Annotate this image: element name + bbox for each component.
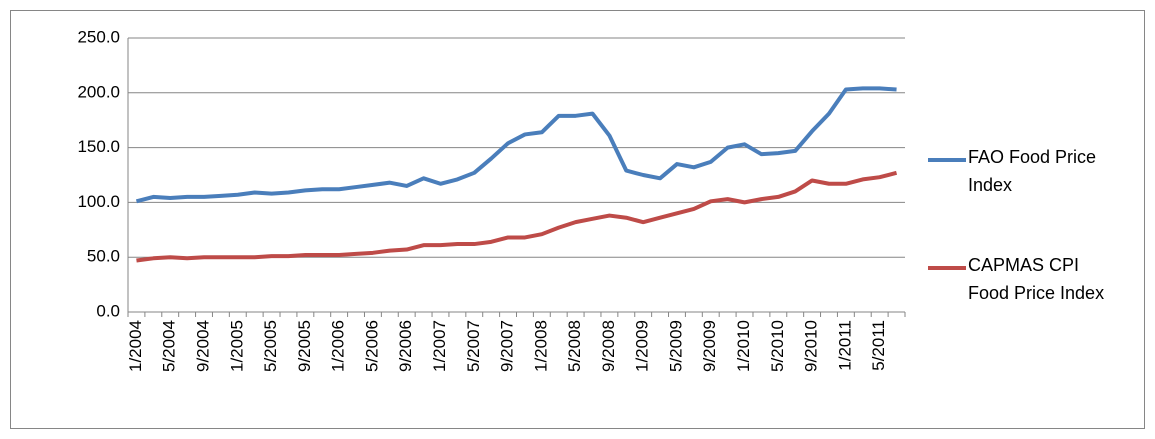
- x-tick-label: 9/2004: [193, 320, 212, 372]
- x-tick-label: 5/2009: [666, 320, 685, 372]
- x-tick-label: 1/2008: [531, 320, 550, 372]
- y-tick-label: 0.0: [96, 301, 120, 320]
- x-tick-label: 5/2004: [160, 320, 179, 372]
- x-tick-label: 9/2006: [396, 320, 415, 372]
- x-tick-label: 9/2007: [498, 320, 517, 372]
- y-tick-label: 150.0: [77, 137, 120, 156]
- chart-border: [10, 10, 1145, 429]
- x-tick-label: 9/2008: [599, 320, 618, 372]
- y-tick-label: 50.0: [87, 247, 120, 266]
- x-tick-label: 1/2006: [329, 320, 348, 372]
- x-tick-label: 9/2010: [802, 320, 821, 372]
- series-line: [135, 86, 897, 204]
- y-tick-label: 200.0: [77, 82, 120, 101]
- x-tick-label: 1/2004: [126, 320, 145, 372]
- legend-label: FAO Food Price Index: [968, 147, 1097, 195]
- x-tick-label: 1/2011: [835, 320, 854, 371]
- x-tick-label: 9/2009: [700, 320, 719, 372]
- x-tick-label: 1/2010: [734, 320, 753, 372]
- x-tick-label: 5/2005: [261, 320, 280, 372]
- series-line: [136, 170, 898, 263]
- legend-item: FAO Food Price Index: [968, 147, 1097, 195]
- x-tick-label: 1/2009: [633, 320, 652, 372]
- legend-label: CAPMAS CPI Food Price Index: [968, 255, 1105, 303]
- x-tick-label: 5/2010: [768, 320, 787, 372]
- x-tick-label: 1/2007: [430, 320, 449, 372]
- x-tick-label: 5/2011: [869, 320, 888, 371]
- x-tick-label: 9/2005: [295, 320, 314, 372]
- x-tick-label: 5/2007: [464, 320, 483, 372]
- y-tick-label: 100.0: [77, 192, 120, 211]
- x-tick-label: 1/2005: [227, 320, 246, 372]
- x-tick-label: 5/2006: [362, 320, 381, 372]
- legend-item: CAPMAS CPI Food Price Index: [968, 255, 1105, 303]
- y-tick-label: 250.0: [77, 27, 120, 46]
- x-tick-label: 5/2008: [565, 320, 584, 372]
